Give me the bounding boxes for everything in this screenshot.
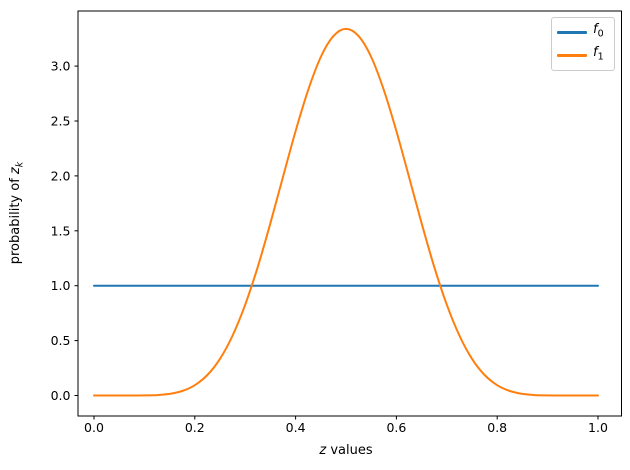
- x-tick-label: 0.8: [487, 420, 507, 435]
- y-tick-label: 2.0: [51, 168, 71, 183]
- legend: f0 f1: [551, 17, 615, 71]
- legend-line-f1: [557, 54, 587, 57]
- y-axis-label-var: z: [7, 167, 23, 175]
- y-tick-label: 0.5: [51, 333, 71, 348]
- legend-label-f1: f1: [593, 45, 604, 63]
- y-tick-label: 0.0: [51, 388, 71, 403]
- legend-label-f0: f0: [593, 22, 604, 40]
- y-axis-label-plain: probability of: [7, 174, 23, 265]
- y-axis-label-sub: k: [14, 161, 26, 168]
- x-axis-label-rest: values: [326, 443, 373, 458]
- x-tick-label: 0.6: [386, 420, 406, 435]
- y-tick-label: 2.5: [51, 114, 71, 129]
- x-tick-label: 0.4: [286, 420, 306, 435]
- y-tick-label: 1.5: [51, 223, 71, 238]
- x-axis-label-var: z: [319, 443, 327, 458]
- y-tick-label: 1.0: [51, 278, 71, 293]
- legend-line-f0: [557, 31, 587, 34]
- y-tick-label: 3.0: [51, 59, 71, 74]
- axes-spines: [77, 10, 622, 417]
- series-f1-line: [93, 27, 599, 397]
- x-tick-label: 1.0: [588, 420, 608, 435]
- x-axis-label: z values: [319, 444, 372, 457]
- y-axis-label: probability of zk: [7, 161, 26, 265]
- x-tick-label: 0.0: [84, 420, 104, 435]
- x-tick-label: 0.2: [185, 420, 205, 435]
